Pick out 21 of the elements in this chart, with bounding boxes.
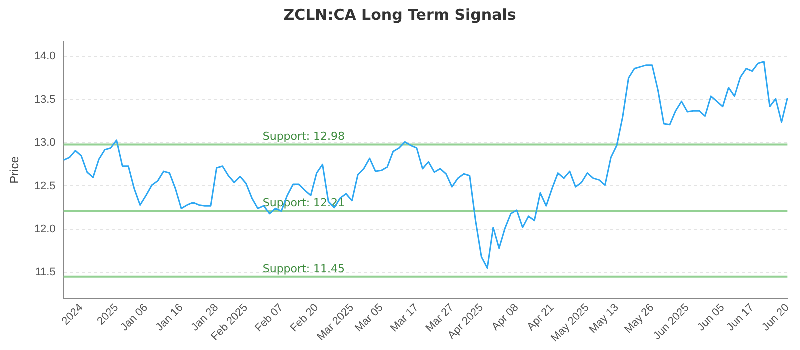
chart-title: ZCLN:CA Long Term Signals [282,6,518,24]
x-tick-label: Jun 17 [724,302,757,334]
x-tick-label: Jan 06 [118,302,150,334]
y-axis-title: Price [8,156,22,184]
y-tick-label: 12.5 [34,180,56,192]
ref-line-label: Support: 11.45 [262,262,346,276]
y-tick-label: 13.5 [34,94,56,106]
x-tick-label: Jun 20 [760,302,792,334]
y-tick-label: 12.0 [34,223,56,236]
y-tick-label: 11.5 [35,266,56,279]
x-tick-label: Mar 17 [388,302,422,335]
x-tick-label: May 13 [587,302,622,336]
x-tick-label: Apr 08 [490,302,522,334]
x-tick-label: Jan 16 [154,302,186,334]
x-tick-label: Jun 05 [695,302,728,334]
x-tick-label: Mar 05 [353,302,386,335]
y-tick-label: 13.0 [34,137,56,150]
y-tick-label: 14.0 [34,50,56,63]
ref-line-label: Support: 12.98 [262,130,346,144]
x-tick-label: Feb 07 [253,302,286,335]
x-tick-label: Feb 20 [288,302,322,335]
